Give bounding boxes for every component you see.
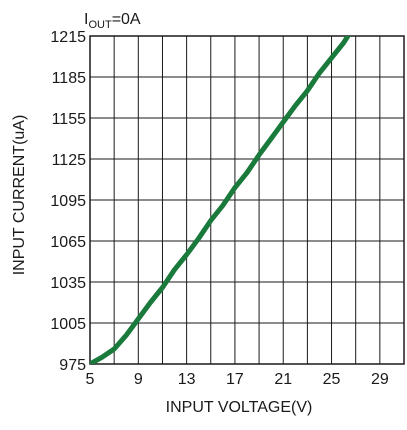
condition-annotation: IOUT=0A (84, 11, 141, 31)
x-tick-label: 25 (323, 371, 341, 388)
y-tick-label: 1155 (52, 111, 87, 128)
y-tick-label: 1005 (50, 316, 86, 333)
y-tick-label: 1035 (50, 275, 86, 292)
y-tick-label: 1125 (52, 152, 87, 169)
x-tick-label: 29 (371, 371, 389, 388)
series-line-0 (90, 36, 351, 364)
x-tick-label: 17 (226, 371, 244, 388)
plot-frame (89, 35, 405, 365)
y-tick-label: 1095 (50, 193, 86, 210)
x-tick-label: 21 (274, 371, 292, 388)
series-layer (90, 36, 351, 364)
x-tick-label: 5 (86, 371, 95, 388)
y-tick-label: 1215 (50, 29, 86, 46)
grid (90, 36, 404, 364)
y-tick-label: 1185 (52, 70, 87, 87)
annotation-subscript: OUT (88, 19, 112, 31)
y-tick-labels: 975 1005 1035 1065 1095 1125 1155 1185 1215 (50, 29, 86, 374)
y-axis-title: INPUT CURRENT(uA) (11, 115, 28, 276)
x-tick-label: 9 (134, 371, 143, 388)
y-tick-label: 1065 (50, 234, 86, 251)
annotation-suffix: =0A (112, 11, 141, 28)
annotation-main: I (84, 11, 88, 28)
y-tick-label: 975 (59, 357, 86, 374)
x-tick-label: 13 (178, 371, 196, 388)
x-axis-title: INPUT VOLTAGE(V) (166, 399, 313, 416)
x-tick-labels: 5 9 13 17 21 25 29 (86, 371, 389, 388)
